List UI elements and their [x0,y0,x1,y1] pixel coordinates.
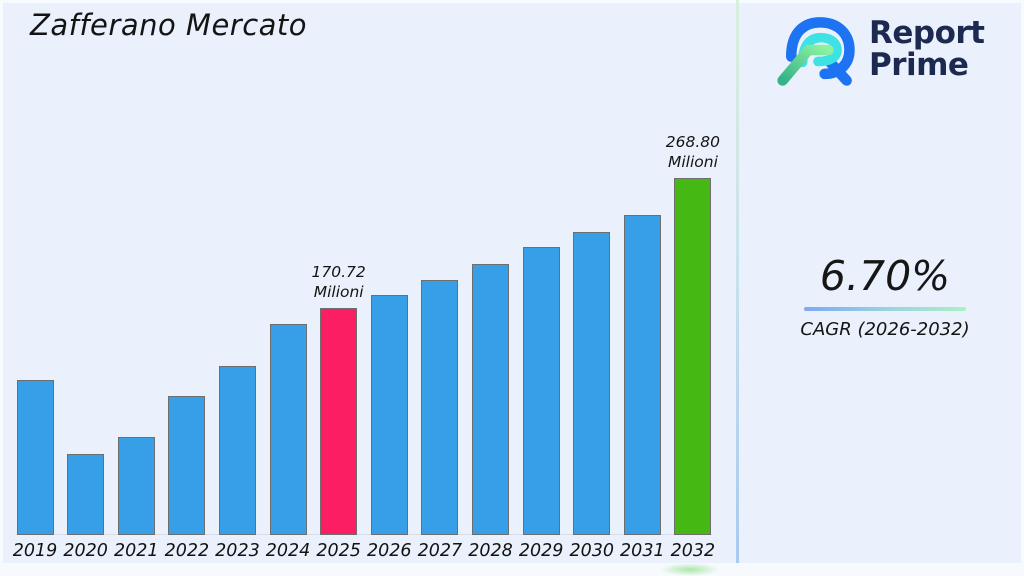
vertical-divider [736,0,739,563]
x-tick-2025: 2025 [316,541,361,561]
x-tick-2031: 2031 [620,541,665,561]
bar-annotation-2025: 170.72 Milioni [312,262,366,302]
bar-chart: 2019 2020 2021 2022 2023 2024 170.72 Milioni 202… [13,120,720,561]
bar-column-2023: 2023 [215,120,260,561]
bar-2019 [16,380,54,535]
bar-column-2030: 2030 [569,120,614,561]
x-tick-2023: 2023 [215,541,260,561]
x-tick-2032: 2032 [670,541,716,561]
bar-2031 [623,215,661,535]
x-tick-2027: 2027 [417,541,463,561]
bar-column-2027: 2027 [418,120,462,561]
bar-column-2024: 2024 [266,120,310,561]
annotation-unit: Milioni [313,282,364,301]
x-tick-2030: 2030 [569,541,614,561]
cagr-panel: 6.70% CAGR (2026-2032) [800,252,970,340]
x-tick-2029: 2029 [518,541,564,561]
bar-2020 [67,454,105,535]
bar-column-2032: 268.80 Milioni 2032 [666,120,720,561]
annotation-value: 268.80 [665,132,721,151]
x-tick-2026: 2026 [367,541,412,561]
annotation-value: 170.72 [311,262,366,281]
green-glow-decoration [660,563,720,576]
x-tick-2021: 2021 [113,541,159,561]
bar-2027 [421,280,459,535]
bar-2026 [370,295,408,535]
brand-name-line2: Prime [869,47,969,83]
bar-2028 [471,264,509,535]
cagr-underline [804,307,966,311]
bar-2021 [117,437,155,535]
x-tick-2024: 2024 [265,541,311,561]
brand-name-line1: Report [869,15,985,52]
x-tick-2019: 2019 [12,541,58,561]
brand-name: Report Prime [869,18,985,81]
cagr-label: CAGR (2026-2032) [800,319,970,340]
bar-column-2029: 2029 [519,120,563,561]
bar-column-2021: 2021 [114,120,159,561]
bar-2025 [320,308,358,535]
bar-column-2019: 2019 [13,120,57,561]
bar-2022 [168,396,206,535]
x-tick-2022: 2022 [164,541,210,561]
bar-column-2025: 170.72 Milioni 2025 [312,120,366,561]
report-prime-logo-icon [777,17,855,86]
x-axis-line [16,534,712,535]
x-tick-2028: 2028 [468,541,513,561]
cagr-value: 6.70% [819,252,951,300]
bar-column-2028: 2028 [468,120,513,561]
x-tick-2020: 2020 [63,541,108,561]
brand-logo: Report Prime [775,10,1005,90]
bottom-strip [0,563,1024,576]
page-title: Zafferano Mercato [30,8,308,42]
bar-2032 [674,178,712,535]
bar-column-2031: 2031 [620,120,665,561]
bar-column-2026: 2026 [367,120,412,561]
bar-annotation-2032: 268.80 Milioni [666,132,720,172]
bar-column-2020: 2020 [63,120,108,561]
bar-2023 [218,366,256,535]
bar-column-2022: 2022 [165,120,209,561]
annotation-unit: Milioni [667,152,718,171]
bar-2029 [522,247,560,535]
bar-2030 [573,232,611,535]
bar-2024 [269,324,307,535]
